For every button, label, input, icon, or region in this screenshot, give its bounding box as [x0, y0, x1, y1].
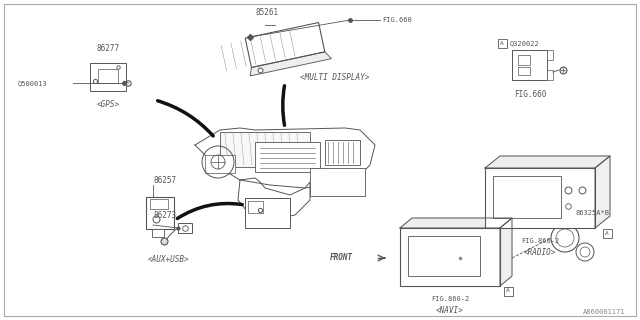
Text: 85261: 85261: [255, 8, 278, 17]
Bar: [400, 228, 500, 286]
Bar: [512, 50, 547, 80]
Bar: [205, 155, 235, 173]
Polygon shape: [195, 128, 375, 188]
Text: A: A: [605, 230, 609, 236]
Bar: [248, 201, 263, 213]
Text: Q500013: Q500013: [18, 80, 48, 86]
Bar: [90, 63, 126, 91]
Text: 86273: 86273: [153, 211, 176, 220]
Text: 86325A*B: 86325A*B: [575, 210, 609, 216]
Text: FIG.660: FIG.660: [382, 17, 412, 23]
Text: 86277: 86277: [97, 44, 120, 53]
Text: Q320022: Q320022: [510, 40, 540, 46]
Bar: [98, 69, 118, 83]
Bar: [220, 132, 310, 167]
Bar: [152, 229, 164, 237]
Polygon shape: [485, 156, 610, 168]
Bar: [547, 70, 553, 80]
Bar: [255, 142, 320, 172]
Bar: [518, 55, 530, 65]
Text: A: A: [500, 41, 504, 45]
Text: FRONT: FRONT: [330, 253, 353, 262]
Text: 86257: 86257: [153, 176, 176, 185]
Polygon shape: [250, 52, 332, 76]
Polygon shape: [400, 218, 512, 228]
Bar: [310, 168, 365, 196]
Text: FIG.860-2: FIG.860-2: [431, 296, 469, 302]
Polygon shape: [595, 156, 610, 228]
Text: <GPS>: <GPS>: [97, 100, 120, 109]
Text: <MULTI DISPLAY>: <MULTI DISPLAY>: [300, 73, 369, 82]
Bar: [602, 228, 611, 237]
Bar: [245, 198, 290, 228]
Text: <NAVI>: <NAVI>: [436, 306, 464, 315]
Text: <RADIO>: <RADIO>: [524, 248, 556, 257]
Bar: [504, 286, 513, 295]
Bar: [547, 50, 553, 60]
Bar: [485, 168, 595, 228]
Text: <AUX+USB>: <AUX+USB>: [147, 255, 189, 264]
Text: A: A: [506, 289, 510, 293]
Text: FIG.860-2: FIG.860-2: [521, 238, 559, 244]
Bar: [408, 236, 480, 276]
Bar: [146, 197, 174, 229]
Bar: [178, 223, 192, 233]
Bar: [497, 38, 506, 47]
Bar: [325, 140, 360, 165]
Polygon shape: [500, 218, 512, 286]
Bar: [493, 176, 561, 218]
Bar: [150, 199, 168, 209]
Bar: [245, 22, 324, 68]
Text: A860001171: A860001171: [582, 309, 625, 315]
Text: FIG.660: FIG.660: [514, 90, 546, 99]
Polygon shape: [238, 178, 310, 220]
Bar: [518, 67, 530, 75]
